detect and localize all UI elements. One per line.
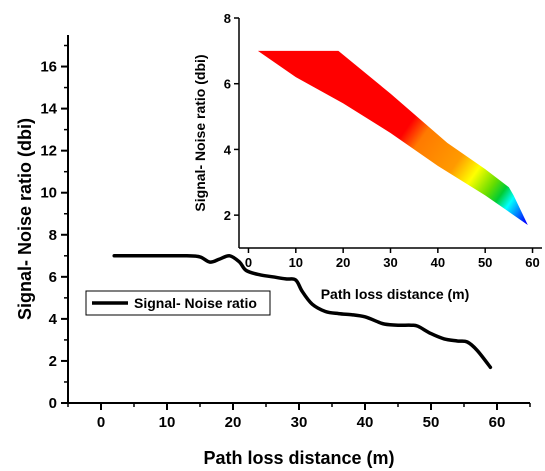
inset-y-tick-label: 4 [224,142,232,157]
series-line-signal-noise-ratio [112,253,493,370]
inset-y-tick-label: 8 [224,11,231,26]
inset-x-tick-label: 10 [289,255,303,270]
legend: Signal- Noise ratio [85,290,271,316]
main-x-tick-label: 20 [225,414,242,431]
main-y-axis-title: Signal- Noise ratio (dbi) [15,118,35,320]
main-y-tick-label: 0 [49,395,57,412]
main-x-tick-label: 40 [357,414,374,431]
inset-x-tick-label: 30 [383,255,397,270]
main-x-tick-label: 50 [423,414,440,431]
inset-x-tick-label: 0 [245,255,252,270]
main-y-tick-label: 2 [49,353,57,370]
inset-x-tick-label: 40 [431,255,445,270]
main-x-tick-label: 60 [489,414,506,431]
legend-label: Signal- Noise ratio [134,295,257,311]
inset-chart: 0 10 20 30 40 50 60 2 4 6 8 Path loss distance (m… [192,11,542,302]
main-x-tick-label: 30 [291,414,308,431]
main-y-tick-label: 14 [40,101,57,118]
inset-x-tick-label: 50 [478,255,492,270]
main-y-tick-label: 4 [49,311,58,328]
main-x-axis-title: Path loss distance (m) [203,448,394,468]
inset-y-axis-title: Signal- Noise ratio (dbi) [192,54,208,211]
inset-x-tick-label: 60 [525,255,539,270]
inset-x-tick-label: 20 [336,255,350,270]
inset-y-tick-label: 6 [224,77,231,92]
main-y-tick-label: 12 [40,143,57,160]
inset-y-tick-label: 2 [224,208,231,223]
main-y-tick-label: 16 [40,59,57,76]
main-y-tick-label: 10 [40,185,57,202]
main-x-tick-label: 0 [97,414,105,431]
main-y-tick-label: 8 [49,227,57,244]
inset-x-axis-title: Path loss distance (m) [321,286,470,302]
main-y-tick-label: 6 [49,269,57,286]
inset-surface [257,50,528,226]
main-x-tick-label: 10 [159,414,176,431]
